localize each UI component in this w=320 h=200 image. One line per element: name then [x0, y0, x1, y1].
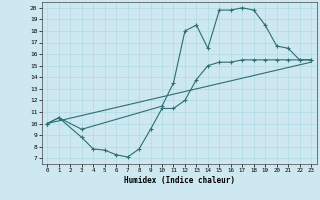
- X-axis label: Humidex (Indice chaleur): Humidex (Indice chaleur): [124, 176, 235, 185]
